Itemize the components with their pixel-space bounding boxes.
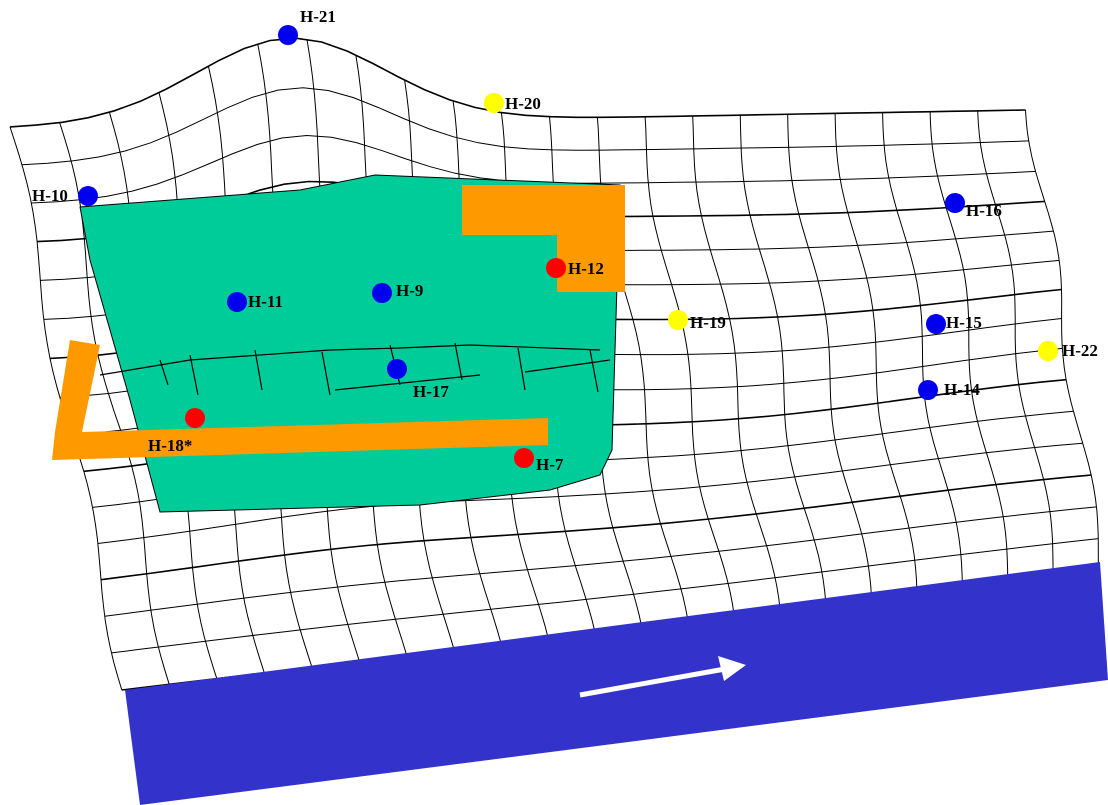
grid-column — [644, 116, 735, 616]
well-label: H-16 — [966, 201, 1002, 220]
well-marker — [484, 93, 504, 113]
barrier-wall — [462, 185, 625, 292]
wells: H-21 H-20 H-10 H-16 H-12 H-11 H-9 H-19 H-15 H-22 H… — [32, 7, 1098, 474]
well-marker — [227, 292, 247, 312]
well-label: H-19 — [690, 313, 726, 332]
well-marker — [926, 314, 946, 334]
grid-column — [834, 113, 918, 593]
grid-column — [977, 110, 1054, 576]
well-label: H-15 — [946, 313, 982, 332]
grid-column — [929, 111, 1009, 582]
river — [125, 562, 1108, 805]
grid-column — [1025, 109, 1099, 570]
grid-row — [111, 538, 1099, 654]
well-label: H-11 — [248, 292, 283, 311]
flow-arrow — [579, 666, 726, 698]
grid-column — [739, 115, 827, 605]
grid-row — [97, 442, 1083, 544]
grid-row — [104, 506, 1097, 617]
well-marker — [1038, 341, 1058, 361]
well-marker — [372, 283, 392, 303]
well-marker — [546, 258, 566, 278]
well-label: H-21 — [300, 7, 336, 26]
grid-row — [21, 87, 1029, 166]
well-label: H-14 — [944, 380, 980, 399]
barrier-wall — [52, 340, 548, 460]
well-marker — [278, 25, 298, 45]
well-marker — [78, 186, 98, 206]
grid-column — [882, 112, 963, 588]
well-marker — [185, 408, 205, 428]
flow-arrow-head — [718, 656, 746, 681]
well-label: H-9 — [396, 281, 423, 300]
well-marker — [945, 193, 965, 213]
well-marker — [387, 359, 407, 379]
well-marker — [668, 310, 688, 330]
well-marker — [514, 448, 534, 468]
well-label: H-7 — [536, 455, 564, 474]
grid-row — [9, 37, 1026, 128]
well-marker — [918, 380, 938, 400]
grid-row — [100, 474, 1092, 581]
well-label: H-18* — [148, 436, 192, 455]
well-label: H-10 — [32, 186, 68, 205]
drain-lines — [99, 342, 611, 396]
well-label: H-17 — [413, 382, 449, 401]
grid-column — [787, 114, 872, 599]
well-label: H-12 — [568, 259, 604, 278]
grid-column — [692, 115, 781, 611]
well-label: H-22 — [1062, 341, 1098, 360]
well-label: H-20 — [505, 94, 541, 113]
